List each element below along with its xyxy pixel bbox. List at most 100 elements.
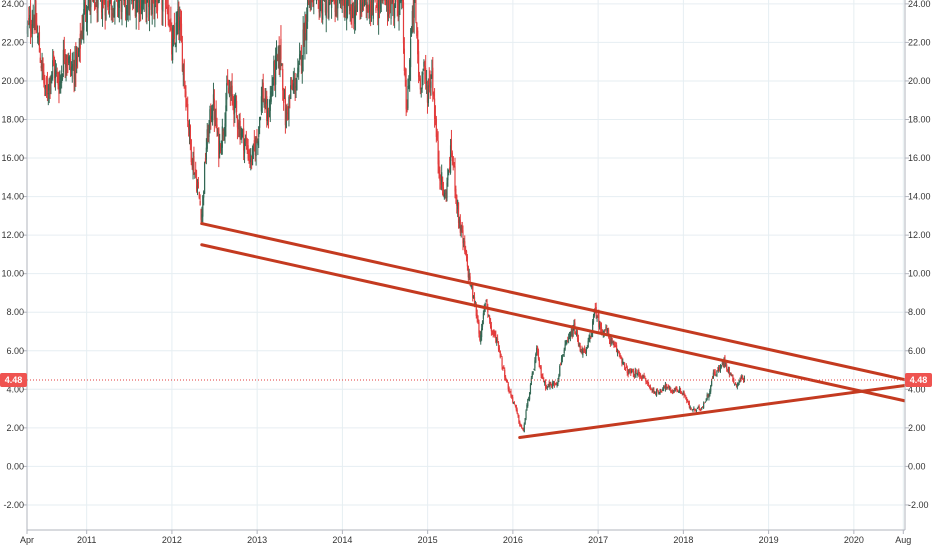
candle-body [319, 1, 321, 16]
candle-body [619, 354, 621, 356]
candle-body [489, 316, 491, 320]
candle-body [435, 118, 437, 137]
candle-body [587, 340, 589, 348]
y-tick-label-right: 2.00 [908, 423, 926, 433]
candle-body [76, 57, 78, 67]
y-tick-label-left: 20.00 [1, 76, 24, 86]
candle-body [341, 0, 343, 1]
candle-body [438, 160, 440, 170]
candle-body [188, 126, 191, 134]
candle-body [100, 0, 103, 13]
candle-body [111, 9, 113, 11]
candle-body [439, 169, 441, 181]
candle-body [520, 425, 522, 427]
candle-body [345, 0, 347, 13]
candle-body [340, 0, 342, 5]
candle-body [486, 299, 488, 307]
candle-body [447, 169, 449, 181]
candle-body [610, 338, 612, 344]
candle-body [611, 337, 613, 342]
candle-body [622, 361, 624, 365]
candle-body [73, 65, 75, 80]
candle-body [283, 96, 286, 99]
candle-body [251, 147, 254, 166]
candle-body [691, 409, 693, 411]
candle-body [398, 11, 400, 18]
candle-body [672, 390, 675, 392]
candle-body [225, 105, 227, 127]
y-tick-label-right: 10.00 [908, 269, 931, 279]
y-tick-label-left: 4.00 [6, 384, 24, 394]
candle-body [138, 2, 140, 15]
candle-body [364, 0, 366, 1]
candle-body [605, 327, 607, 329]
y-tick-label-left: -2.00 [3, 500, 24, 510]
candle-body [491, 330, 493, 332]
candle-body [200, 209, 202, 220]
candle-body [240, 133, 242, 135]
candle-body [586, 347, 588, 348]
candle-body [700, 408, 702, 410]
candle-body [695, 409, 697, 411]
candle-body [612, 342, 614, 344]
candle-body [227, 87, 230, 93]
candle-body [415, 0, 417, 21]
candle-body [713, 371, 715, 374]
candle-body [108, 0, 111, 7]
candle-body [264, 99, 266, 110]
candle-body [386, 0, 388, 1]
candle-body [553, 381, 556, 386]
candle-body [180, 23, 183, 43]
candle-body [572, 329, 574, 336]
candle-body [560, 364, 562, 366]
candle-body [665, 383, 667, 389]
candle-body [307, 0, 310, 3]
candle-body [137, 0, 139, 7]
candle-body [108, 10, 110, 13]
candle-body [497, 338, 499, 340]
candle-body [206, 129, 208, 149]
candle-body [356, 0, 358, 12]
candle-body [173, 25, 175, 39]
candle-body [551, 385, 553, 388]
candle-body [504, 369, 506, 378]
candle-body [402, 2, 405, 44]
candle-body [628, 369, 630, 374]
candle-body [615, 345, 617, 348]
candle-body [186, 105, 188, 106]
candle-body [540, 366, 542, 376]
candle-body [575, 333, 577, 335]
candle-body [613, 343, 615, 345]
candle-body [630, 370, 632, 374]
candle-body [344, 0, 346, 9]
candle-body [670, 388, 672, 392]
candle-body [629, 370, 631, 373]
candle-body [374, 0, 376, 2]
candle-body [740, 377, 742, 380]
candle-body [523, 424, 525, 433]
candle-body [481, 320, 484, 327]
trendline [200, 222, 907, 382]
candle-body [275, 55, 277, 85]
candle-body [425, 82, 428, 84]
candle-body [231, 85, 233, 96]
candle-body [346, 0, 349, 4]
x-tick-label: 2015 [418, 535, 438, 545]
candle-body [527, 399, 529, 406]
candle-body [382, 0, 384, 1]
candle-body [208, 123, 210, 137]
candle-body [210, 108, 212, 122]
candle-body [515, 404, 517, 410]
y-tick-label-right: 12.00 [908, 230, 931, 240]
candle-body [539, 366, 541, 368]
current-price-badge-right [905, 373, 932, 388]
current-price-badge-left [0, 373, 27, 388]
candle-body [384, 0, 386, 1]
candle-body [689, 407, 691, 409]
candle-body [535, 354, 537, 362]
candle-body [660, 389, 662, 392]
candle-body [716, 371, 718, 376]
candle-body [597, 314, 599, 316]
candle-body [61, 74, 64, 80]
candle-body [481, 328, 483, 338]
